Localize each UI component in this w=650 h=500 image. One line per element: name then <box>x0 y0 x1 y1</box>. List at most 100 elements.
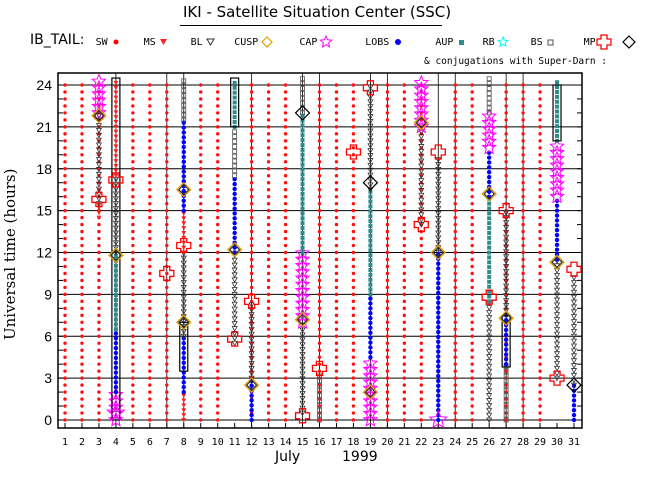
bs-point <box>300 81 305 87</box>
lobs-point <box>436 344 441 349</box>
sw-point <box>80 313 84 318</box>
sw-point <box>385 313 390 318</box>
bl-point <box>435 157 442 163</box>
aup-point <box>555 133 560 138</box>
cusp-marker-inner <box>177 316 190 329</box>
aup-point <box>113 317 118 322</box>
sw-point <box>199 306 203 311</box>
sw-point <box>80 306 84 311</box>
sw-point <box>266 362 271 366</box>
bs-point <box>503 407 509 413</box>
sw-point <box>470 181 474 185</box>
sw-point <box>402 222 407 227</box>
sw-point <box>453 299 457 304</box>
sw-point <box>199 132 203 136</box>
lobs-point <box>113 370 119 375</box>
lobs-point <box>436 285 441 291</box>
cap-point <box>413 93 430 109</box>
sw-point <box>317 285 322 290</box>
sw-point <box>351 320 356 324</box>
sw-point <box>504 369 508 373</box>
cusp-marker <box>108 247 124 264</box>
sw-point <box>165 348 169 352</box>
lobs-point <box>368 330 373 335</box>
aup-point <box>300 177 305 182</box>
ms-point <box>181 226 187 231</box>
sw-point <box>521 418 525 422</box>
cap-point <box>362 380 379 396</box>
aup-point <box>113 253 118 258</box>
cap-point <box>91 73 107 89</box>
mp-marker <box>498 202 514 219</box>
x-tick-label: 14 <box>280 437 292 448</box>
lobs-point <box>436 339 441 345</box>
cap-point <box>549 169 565 185</box>
sw-point <box>131 236 135 241</box>
aup-point <box>487 250 492 255</box>
sw-point <box>199 362 203 366</box>
lobs-point <box>249 408 254 413</box>
sw-point <box>199 236 203 241</box>
lobs-point <box>368 306 373 311</box>
sw-point <box>216 362 220 366</box>
sw-point <box>334 418 339 422</box>
sw-point <box>283 390 288 394</box>
sw-point <box>385 397 390 401</box>
bs-point <box>317 383 322 389</box>
sw-point <box>266 215 271 220</box>
sw-point <box>351 362 356 366</box>
lobs-point <box>436 359 441 364</box>
sw-point <box>283 383 288 387</box>
sw-point <box>148 208 152 213</box>
ms-point <box>96 210 102 216</box>
sw-point <box>165 201 169 206</box>
x-tick-label: 18 <box>347 437 359 448</box>
sw-point <box>63 222 67 227</box>
sw-point <box>334 97 339 101</box>
sw-point <box>385 341 390 345</box>
sw-point <box>165 167 169 171</box>
sw-point <box>216 174 220 178</box>
sw-point <box>351 306 356 311</box>
lobs-point <box>368 301 373 306</box>
cap-point <box>549 163 565 179</box>
sw-point <box>97 383 101 387</box>
sw-point <box>165 285 169 290</box>
sw-point <box>538 404 542 408</box>
sw-point <box>453 418 457 422</box>
x-tick-label: 28 <box>517 437 529 448</box>
cusp-marker <box>243 377 260 393</box>
sw-point <box>351 167 356 171</box>
lobs-point <box>436 324 441 330</box>
sw-point <box>199 404 203 408</box>
sw-point <box>97 278 101 283</box>
sw-point <box>419 327 423 331</box>
cap-point <box>362 411 379 427</box>
lobs-point <box>503 361 509 367</box>
sw-point <box>199 320 203 324</box>
sw-point <box>334 306 339 311</box>
cap-point <box>294 244 311 260</box>
sw-point <box>216 243 220 248</box>
sw-point <box>334 250 339 255</box>
sw-point <box>351 125 356 129</box>
aup-point <box>300 133 305 138</box>
sw-point <box>131 139 135 143</box>
sw-point <box>148 299 152 304</box>
sw-point <box>199 376 203 380</box>
aup-point <box>555 80 560 85</box>
sw-point <box>402 243 407 248</box>
sw-point <box>80 201 84 206</box>
cusp-marker-inner <box>296 313 309 326</box>
sw-point <box>249 174 254 178</box>
sw-point <box>80 208 84 213</box>
x-tick-label: 4 <box>113 437 119 448</box>
lobs-point <box>486 174 492 180</box>
legend-symbol-cap <box>319 34 333 48</box>
sw-point <box>385 348 390 352</box>
sw-point <box>148 390 152 394</box>
sw-point <box>470 187 474 192</box>
sw-point <box>538 341 542 345</box>
ms-point <box>113 119 119 125</box>
sw-point <box>283 404 288 408</box>
